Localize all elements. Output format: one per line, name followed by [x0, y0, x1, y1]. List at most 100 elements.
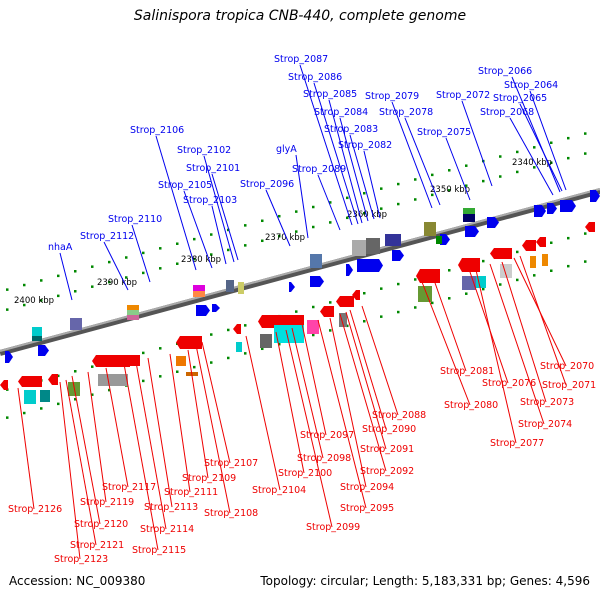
feature-block [424, 222, 436, 236]
scale-label: 2340 kbp [512, 158, 552, 168]
reverse-gene-label-strop_2114[interactable]: Strop_2114 [140, 524, 194, 535]
forward-gene-label-strop_2072[interactable]: Strop_2072 [436, 90, 490, 101]
reverse-gene-label-strop_2115[interactable]: Strop_2115 [132, 545, 186, 556]
reverse-gene-label-strop_2092[interactable]: Strop_2092 [360, 466, 414, 477]
forward-gene-label-leader [404, 117, 441, 206]
forward-gene-arrow [560, 200, 576, 212]
forward-gene-label-strop_2106[interactable]: Strop_2106 [130, 125, 184, 136]
tick-mark [499, 175, 502, 178]
tick-mark [346, 216, 349, 220]
reverse-gene-label-leader [87, 371, 107, 503]
forward-gene-label-strop_2075[interactable]: Strop_2075 [417, 127, 471, 138]
scale-label: 2360 kbp [347, 210, 387, 220]
reverse-gene-labels[interactable]: Strop_2070 Strop_2071 Strop_2073 Strop_2074… [8, 255, 596, 565]
reverse-gene-label-strop_2071[interactable]: Strop_2071 [542, 380, 596, 391]
forward-gene-label-strop_2102[interactable]: Strop_2102 [177, 145, 231, 156]
reverse-gene-label-leader [59, 381, 81, 560]
forward-gene-label-strop_2078[interactable]: Strop_2078 [379, 107, 433, 118]
reverse-gene-arrow [458, 258, 480, 272]
forward-gene-arrow [440, 234, 450, 245]
reverse-gene-label-strop_2108[interactable]: Strop_2108 [204, 508, 258, 519]
tick-mark [210, 253, 213, 256]
reverse-gene-label-strop_2098[interactable]: Strop_2098 [297, 453, 351, 464]
forward-gene-label-leader [519, 103, 563, 192]
reverse-gene-label-strop_2099[interactable]: Strop_2099 [306, 522, 360, 533]
reverse-gene-label-leader [475, 269, 517, 444]
tick-mark [57, 274, 60, 278]
tick-mark [499, 283, 502, 286]
forward-gene-label-strop_2066[interactable]: Strop_2066 [478, 66, 532, 77]
reverse-gene-label-strop_2111[interactable]: Strop_2111 [164, 487, 218, 498]
forward-gene-label-strop_2064[interactable]: Strop_2064 [504, 80, 558, 91]
reverse-gene-label-strop_2081[interactable]: Strop_2081 [440, 366, 494, 377]
reverse-gene-label-strop_2097[interactable]: Strop_2097 [300, 430, 354, 441]
tick-mark [40, 279, 43, 282]
reverse-gene-label-strop_2120[interactable]: Strop_2120 [74, 519, 128, 530]
tick-mark [516, 278, 519, 282]
reverse-gene-label-strop_2121[interactable]: Strop_2121 [70, 540, 124, 551]
reverse-gene-arrow [336, 296, 354, 307]
reverse-gene-label-leader [285, 329, 333, 528]
reverse-gene-label-strop_2126[interactable]: Strop_2126 [8, 504, 62, 515]
forward-gene-label-strop_2085[interactable]: Strop_2085 [303, 89, 357, 100]
forward-gene-label-strop_2086[interactable]: Strop_2086 [288, 72, 342, 83]
reverse-gene-label-strop_2070[interactable]: Strop_2070 [540, 361, 594, 372]
reverse-gene-label-strop_2119[interactable]: Strop_2119 [80, 497, 134, 508]
tick-mark [363, 319, 366, 323]
map-title: Salinispora tropica CNB-440, complete ge… [133, 8, 467, 24]
tick-mark [278, 214, 281, 218]
reverse-gene-label-strop_2095[interactable]: Strop_2095 [340, 503, 394, 514]
tick-mark [57, 374, 60, 378]
reverse-gene-label-strop_2076[interactable]: Strop_2076 [482, 378, 536, 389]
forward-gene-label-glya[interactable]: glyA [276, 144, 297, 155]
reverse-gene-label-strop_2091[interactable]: Strop_2091 [360, 444, 414, 455]
forward-gene-label-strop_2083[interactable]: Strop_2083 [324, 124, 378, 135]
reverse-gene-label-strop_2077[interactable]: Strop_2077 [490, 438, 544, 449]
forward-gene-label-strop_2110[interactable]: Strop_2110 [108, 214, 162, 225]
forward-gene-label-strop_2105[interactable]: Strop_2105 [158, 180, 212, 191]
tick-mark [142, 251, 145, 255]
reverse-gene-label-strop_2080[interactable]: Strop_2080 [444, 400, 498, 411]
reverse-gene-label-strop_2109[interactable]: Strop_2109 [182, 473, 236, 484]
forward-gene-label-strop_2084[interactable]: Strop_2084 [314, 107, 368, 118]
tick-mark [159, 375, 162, 378]
scale-labels: 2400 kbp 2390 kbp 2380 kbp 2370 kbp 2360 kbp… [14, 158, 552, 306]
forward-gene-arrow [534, 205, 546, 217]
forward-gene-label-nhaa[interactable]: nhaA [48, 242, 73, 253]
forward-gene-label-strop_2089[interactable]: Strop_2089 [292, 164, 346, 175]
reverse-gene-label-strop_2073[interactable]: Strop_2073 [520, 397, 574, 408]
reverse-gene-arrow [522, 240, 536, 251]
tick-mark [550, 241, 553, 244]
feature-block [463, 214, 475, 222]
reverse-gene-label-strop_2123[interactable]: Strop_2123 [54, 554, 108, 565]
forward-gene-label-leader [313, 82, 359, 225]
forward-gene-label-strop_2101[interactable]: Strop_2101 [186, 163, 240, 174]
reverse-gene-label-strop_2094[interactable]: Strop_2094 [340, 482, 394, 493]
tick-mark [6, 416, 9, 419]
reverse-gene-label-strop_2100[interactable]: Strop_2100 [278, 468, 332, 479]
forward-gene-arrow [289, 282, 295, 292]
forward-gene-label-strop_2103[interactable]: Strop_2103 [183, 195, 237, 206]
forward-gene-label-strop_2087[interactable]: Strop_2087 [274, 54, 328, 65]
reverse-gene-label-strop_2088[interactable]: Strop_2088 [372, 410, 426, 421]
forward-gene-label-strop_2068[interactable]: Strop_2068 [480, 107, 534, 118]
forward-gene-label-leader [511, 76, 561, 193]
forward-gene-labels[interactable]: Strop_2066 Strop_2064 Strop_2065 Strop_2068… [48, 54, 567, 301]
forward-gene-arrow [346, 264, 353, 276]
reverse-gene-arrow [416, 269, 440, 283]
forward-gene-label-strop_2112[interactable]: Strop_2112 [80, 231, 134, 242]
forward-gene-label-strop_2065[interactable]: Strop_2065 [493, 93, 547, 104]
reverse-gene-label-strop_2113[interactable]: Strop_2113 [144, 502, 198, 513]
tick-mark [516, 150, 519, 154]
forward-gene-label-strop_2079[interactable]: Strop_2079 [365, 91, 419, 102]
reverse-gene-label-strop_2074[interactable]: Strop_2074 [518, 419, 572, 430]
reverse-gene-label-strop_2107[interactable]: Strop_2107 [204, 458, 258, 469]
feature-block [476, 276, 486, 288]
feature-block [238, 282, 244, 294]
forward-gene-label-strop_2096[interactable]: Strop_2096 [240, 179, 294, 190]
tick-mark [74, 270, 77, 273]
reverse-gene-label-strop_2090[interactable]: Strop_2090 [362, 424, 416, 435]
reverse-gene-label-strop_2104[interactable]: Strop_2104 [252, 485, 306, 496]
reverse-gene-label-strop_2117[interactable]: Strop_2117 [102, 482, 156, 493]
forward-gene-label-strop_2082[interactable]: Strop_2082 [338, 140, 392, 151]
